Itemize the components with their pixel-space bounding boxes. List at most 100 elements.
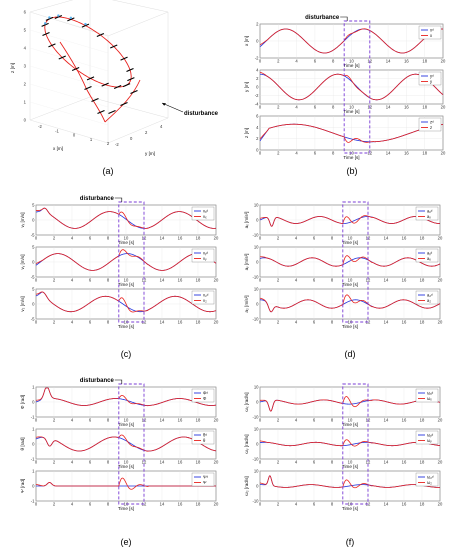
y-tick-label: -4 bbox=[255, 102, 259, 107]
quadrotor-marker bbox=[113, 84, 122, 89]
y-tick-label: 1 bbox=[32, 469, 35, 474]
y-tick-label: 0 bbox=[256, 218, 259, 223]
x-axis-label: Time [s] bbox=[342, 422, 358, 427]
x-tick-label: 2 bbox=[53, 418, 56, 423]
x-tick-label: 8 bbox=[331, 418, 334, 423]
x-tick-label: 4 bbox=[295, 278, 298, 283]
quadrotor-marker bbox=[120, 101, 128, 107]
y-tick-label: -1 bbox=[31, 499, 35, 504]
x-tick-label: 0 bbox=[35, 502, 38, 507]
x-tick-label: 8 bbox=[107, 460, 110, 465]
disturbance-box bbox=[342, 201, 369, 323]
x-tick-label: 16 bbox=[402, 460, 407, 465]
x-tick-label: 6 bbox=[89, 278, 92, 283]
x-tick-label: 20 bbox=[441, 151, 446, 156]
x-tick-label: 2 bbox=[277, 418, 280, 423]
legend-label-actual: vᵧ bbox=[203, 256, 207, 261]
y-tick-label: 0 bbox=[32, 302, 35, 307]
y-tick-label: 4 bbox=[160, 124, 163, 129]
legend-label-actual: a₂ bbox=[427, 298, 431, 303]
caption-a: (a) bbox=[103, 166, 114, 176]
actual-series bbox=[259, 439, 441, 447]
x-tick-label: 18 bbox=[422, 151, 427, 156]
quadrotor-marker bbox=[91, 97, 99, 103]
x-tick-label: 6 bbox=[314, 151, 317, 156]
legend: zᵈz bbox=[418, 117, 442, 132]
x-tick-label: 6 bbox=[313, 320, 316, 325]
x-tick-label: 18 bbox=[196, 418, 201, 423]
y-tick-label: 10 bbox=[254, 203, 259, 208]
x-tick-label: 0 bbox=[259, 278, 262, 283]
x-tick-label: 4 bbox=[295, 418, 298, 423]
x-tick-label: 8 bbox=[331, 320, 334, 325]
x-tick-label: 20 bbox=[441, 59, 446, 64]
y-tick-label: -1 bbox=[31, 415, 35, 420]
x-tick-label: 12 bbox=[142, 278, 147, 283]
x-tick-label: 4 bbox=[295, 105, 298, 110]
panel-a-3d-plot: 0 1 2 3 4 5 6 z [m] -2 -1 0 1 2 x [m] -2 0 2 4 y [m] distur… bbox=[10, 0, 219, 156]
quadrotor-marker bbox=[54, 15, 63, 20]
x-tick-label: 8 bbox=[332, 151, 335, 156]
x-tick-label: 16 bbox=[402, 236, 407, 241]
x-tick-label: 14 bbox=[160, 418, 165, 423]
x-tick-label: 6 bbox=[89, 460, 92, 465]
x-tick-label: 20 bbox=[214, 320, 219, 325]
y-axis-label: Φ [rad] bbox=[20, 395, 25, 409]
legend-label-actual: v₂ bbox=[203, 298, 207, 303]
x-tick-label: 10 bbox=[349, 105, 354, 110]
grid-line bbox=[29, 11, 109, 36]
x-tick-label: 2 bbox=[277, 59, 280, 64]
x-tick-label: 6 bbox=[313, 236, 316, 241]
legend-label-reference: ωᵧᵈ bbox=[427, 433, 434, 438]
y-axis-label: v₂ [m/s] bbox=[20, 296, 25, 311]
caption-b: (b) bbox=[347, 166, 358, 176]
x-tick-label: 14 bbox=[384, 418, 389, 423]
y-tick-label: 6 bbox=[256, 114, 259, 119]
y-tick-label: 4 bbox=[256, 125, 259, 130]
legend-label-reference: vᵧᵈ bbox=[203, 251, 208, 256]
legend-label-reference: ωₓᵈ bbox=[427, 391, 434, 396]
legend-label-reference: Ψᵈ bbox=[203, 475, 208, 480]
x-tick-label: 20 bbox=[438, 236, 443, 241]
x-axis-label: Time [s] bbox=[343, 109, 359, 114]
y-axis-label: a₂ [m/s²] bbox=[244, 295, 249, 312]
x-tick-label: 20 bbox=[438, 418, 443, 423]
x-tick-label: 18 bbox=[196, 502, 201, 507]
y-tick-label: 0 bbox=[256, 85, 259, 90]
legend-label-reference: aₓᵈ bbox=[427, 209, 433, 214]
disturbance-arrow bbox=[114, 197, 123, 202]
x-axis-label: Time [s] bbox=[342, 506, 358, 511]
y-tick-label: 1 bbox=[32, 385, 35, 390]
x-tick-label: 16 bbox=[178, 236, 183, 241]
z-tick-label: 0 bbox=[24, 118, 27, 123]
x-tick-label: 2 bbox=[277, 460, 280, 465]
legend: yᵈy bbox=[418, 71, 442, 86]
x-tick-label: 16 bbox=[404, 59, 409, 64]
x-tick-label: 10 bbox=[124, 278, 129, 283]
x-tick-label: 8 bbox=[331, 502, 334, 507]
x-tick-label: 4 bbox=[295, 151, 298, 156]
axis-box-edge bbox=[107, 117, 169, 144]
x-axis-label: Time [s] bbox=[118, 506, 134, 511]
y-tick-label: 0 bbox=[32, 400, 35, 405]
x-tick-label: 0 bbox=[259, 320, 262, 325]
x-axis-label: Time [s] bbox=[342, 240, 358, 245]
legend-label-actual: θ bbox=[203, 438, 206, 443]
y-tick-label: 10 bbox=[254, 245, 259, 250]
quadrotor-marker bbox=[122, 83, 131, 88]
x-tick-label: 20 bbox=[438, 502, 443, 507]
y-tick-label: -2 bbox=[255, 56, 259, 61]
x-tick-label: 20 bbox=[214, 460, 219, 465]
x-tick-label: 4 bbox=[295, 502, 298, 507]
x-tick-label: 16 bbox=[402, 502, 407, 507]
y-tick-label: 2 bbox=[256, 76, 259, 81]
x-tick-label: 8 bbox=[332, 105, 335, 110]
actual-series bbox=[259, 396, 441, 412]
